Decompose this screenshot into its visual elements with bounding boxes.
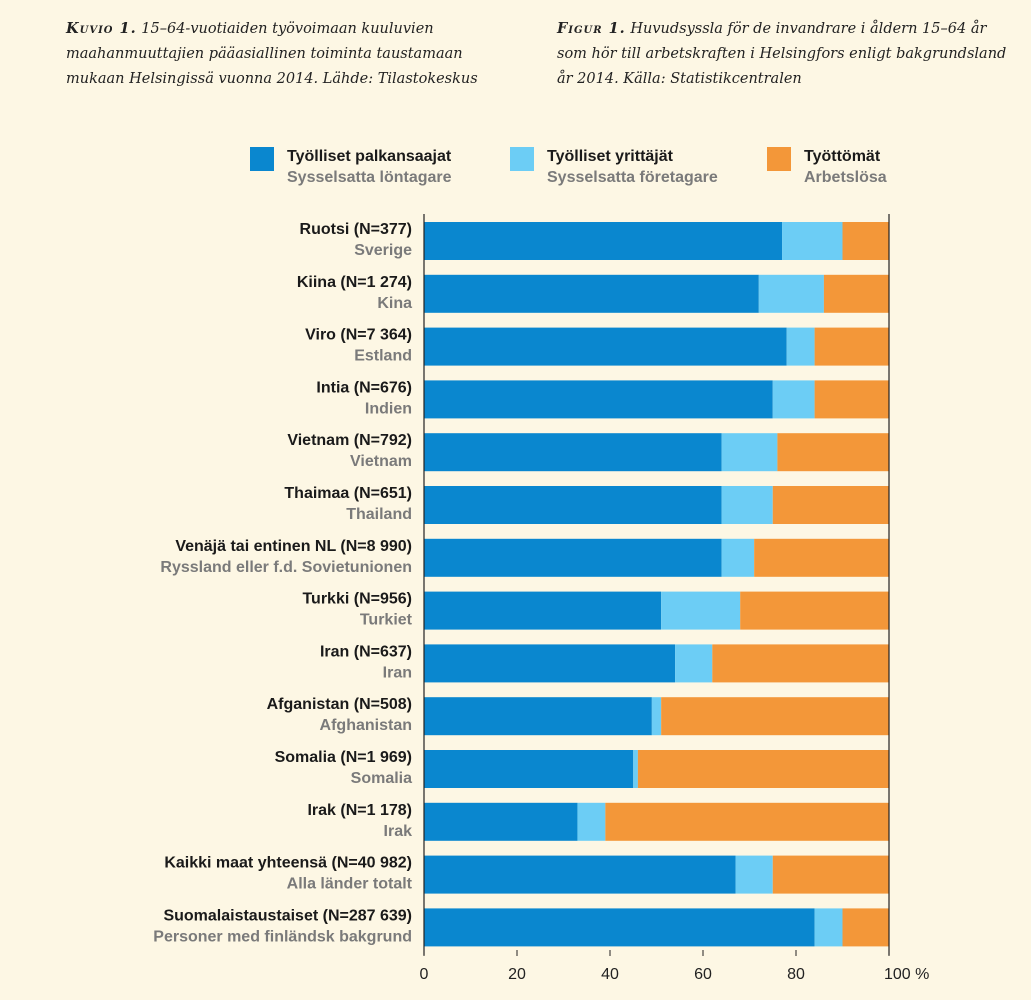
category-label-sv: Estland: [354, 348, 412, 365]
bar-segment: [424, 327, 787, 366]
category-label: Ruotsi (N=377): [300, 221, 412, 238]
category-label-sv: Iran: [383, 664, 412, 681]
bar-segment: [814, 327, 889, 366]
category-label: Irak (N=1 178): [307, 802, 412, 819]
category-label-sv: Somalia: [351, 770, 412, 787]
bar-segment: [651, 697, 662, 736]
bar-segment: [712, 644, 889, 683]
legend-swatch: [250, 147, 274, 171]
bar-segment: [637, 750, 889, 788]
bar-segment: [424, 274, 759, 313]
bar-segment: [424, 802, 578, 841]
category-label: Turkki (N=956): [302, 591, 412, 608]
category-label-sv: Kina: [377, 295, 412, 312]
bar-segment: [842, 222, 889, 260]
bar-segment: [633, 750, 638, 788]
caption-text: 15–64-vuotiaiden työvoimaan kuuluvien ma…: [66, 21, 478, 87]
bar-segment: [772, 380, 815, 419]
category-label: Thaimaa (N=651): [284, 485, 412, 502]
bar-segment: [605, 802, 889, 841]
bar-segment: [424, 908, 815, 947]
caption-label: Kuvio 1.: [66, 20, 137, 37]
category-label-sv: Alla länder totalt: [287, 876, 413, 893]
category-label-sv: Thailand: [346, 506, 412, 523]
bar-segment: [577, 802, 606, 841]
caption-finnish: Kuvio 1. 15–64-vuotiaiden työvoimaan kuu…: [66, 16, 516, 92]
bar-segment: [721, 486, 773, 524]
bar-segment: [424, 433, 722, 472]
legend-label-sv: Arbetslösa: [804, 169, 887, 186]
bar-segment: [721, 538, 755, 577]
category-label: Somalia (N=1 969): [275, 749, 412, 766]
x-tick-label: 60: [694, 966, 712, 983]
caption-swedish: Figur 1. Huvudsyssla för de invandrare i…: [557, 16, 1017, 92]
x-tick-label: 80: [787, 966, 805, 983]
x-tick-label: 100 %: [884, 966, 929, 983]
category-label-sv: Ryssland eller f.d. Sovietunionen: [160, 559, 412, 576]
category-label: Vietnam (N=792): [287, 432, 412, 449]
bar-segment: [772, 855, 889, 894]
bar-segment: [842, 908, 889, 947]
bar-segment: [782, 222, 843, 260]
category-label: Kiina (N=1 274): [297, 274, 412, 291]
bar-segment: [424, 538, 722, 577]
bar-segment: [424, 486, 722, 524]
x-tick-label: 40: [601, 966, 619, 983]
category-label: Iran (N=637): [320, 643, 412, 660]
category-label: Intia (N=676): [316, 379, 412, 396]
bar-segment: [735, 855, 773, 894]
legend-swatch: [767, 147, 791, 171]
category-label-sv: Sverige: [354, 242, 412, 259]
legend-label: Työttömät: [804, 148, 881, 165]
category-label: Viro (N=7 364): [305, 327, 412, 344]
legend-swatch: [510, 147, 534, 171]
bar-segment: [823, 274, 889, 313]
bar-segment: [814, 908, 843, 947]
bar-segment: [772, 486, 889, 524]
legend-label-sv: Sysselsatta löntagare: [287, 169, 452, 186]
bar-segment: [786, 327, 815, 366]
category-label-sv: Afghanistan: [320, 717, 412, 734]
category-label-sv: Turkiet: [360, 612, 413, 629]
category-label-sv: Vietnam: [350, 453, 412, 470]
category-label-sv: Irak: [384, 823, 413, 840]
bar-segment: [424, 222, 783, 260]
legend-label: Työlliset palkansaajat: [287, 148, 452, 165]
bar-segment: [424, 380, 773, 419]
bar-segment: [424, 697, 652, 736]
bar-segment: [721, 433, 778, 472]
bar-segment: [424, 750, 634, 788]
bar-segment: [814, 380, 889, 419]
x-tick-label: 0: [420, 966, 429, 983]
legend-label-sv: Sysselsatta företagare: [547, 169, 718, 186]
x-tick-label: 20: [508, 966, 526, 983]
bar-segment: [661, 697, 889, 736]
bar-segment: [424, 644, 676, 683]
category-label-sv: Personer med finländsk bakgrund: [153, 928, 412, 945]
bar-segment: [424, 855, 736, 894]
category-label: Afganistan (N=508): [267, 696, 412, 713]
category-label: Suomalaistaustaiset (N=287 639): [163, 907, 412, 924]
legend-label: Työlliset yrittäjät: [547, 148, 674, 165]
bar-segment: [661, 591, 741, 630]
bar-segment: [754, 538, 889, 577]
category-label-sv: Indien: [365, 400, 412, 417]
bar-segment: [740, 591, 889, 630]
bar-segment: [424, 591, 662, 630]
category-label: Kaikki maat yhteensä (N=40 982): [164, 855, 412, 872]
bar-segment: [777, 433, 889, 472]
bar-segment: [758, 274, 824, 313]
bar-segment: [675, 644, 713, 683]
caption-text: Huvudsyssla för de invandrare i åldern 1…: [557, 21, 1007, 87]
category-label: Venäjä tai entinen NL (N=8 990): [175, 538, 412, 555]
caption-label: Figur 1.: [557, 20, 626, 37]
